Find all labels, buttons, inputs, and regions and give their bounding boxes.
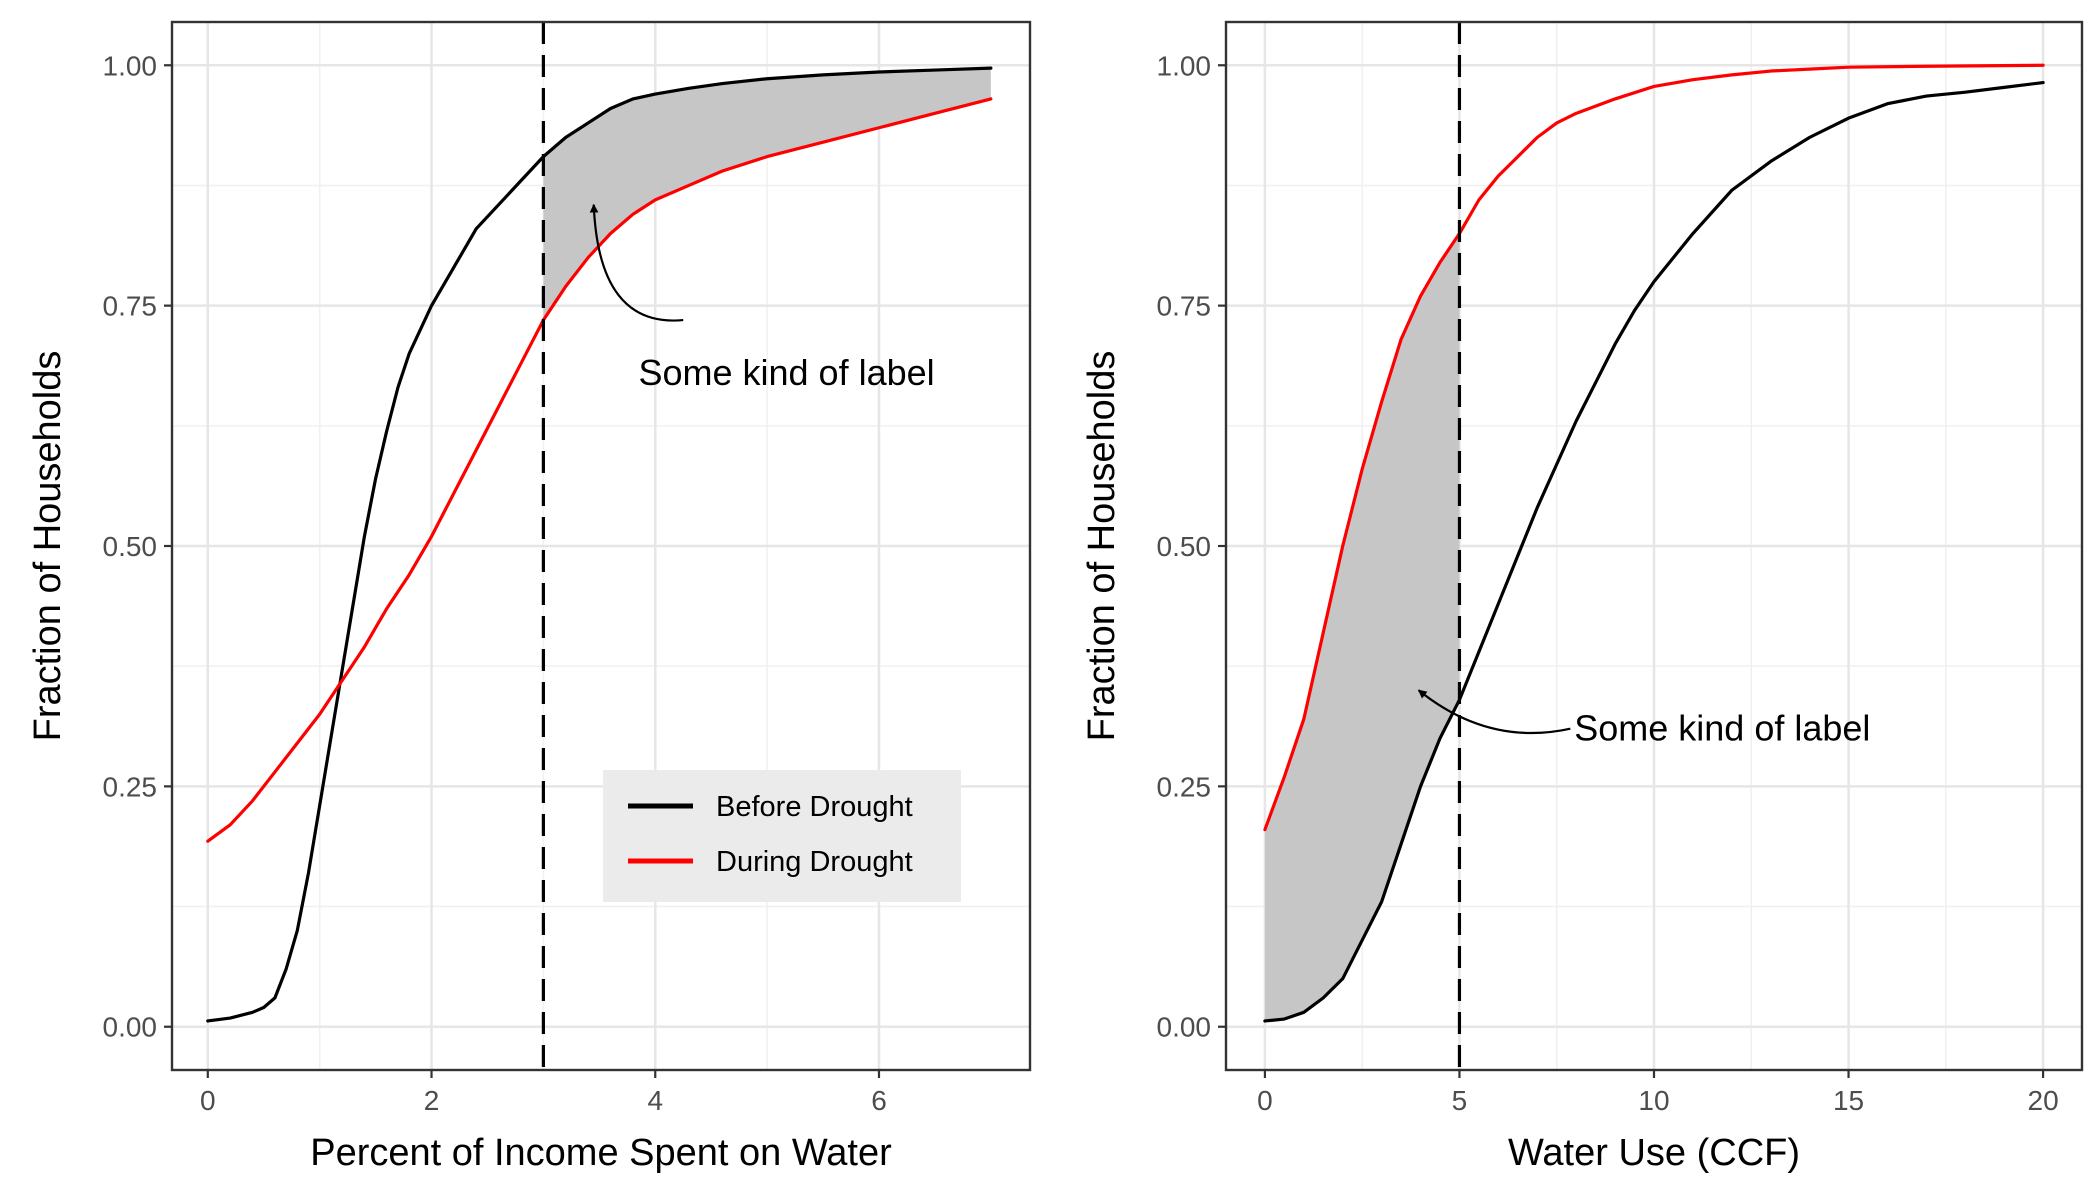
chart-panel-left: Some kind of label 0 2 4 6 0.00 0.25 0.50 0.75 1.… [27,20,1032,1174]
y-tick-label: 1.00 [1157,50,1212,81]
annotation-arrow [589,203,684,322]
x-tick-label: 0 [200,1085,216,1116]
y-axis-title: Fraction of Households [1081,351,1123,742]
x-tick-label: 6 [871,1085,887,1116]
x-tick-label: 2 [424,1085,440,1116]
legend-label-during-drought: During Drought [716,846,913,878]
x-tick-label: 4 [647,1085,663,1116]
annotation-label: Some kind of label [638,352,934,393]
series-line-during-drought [1263,63,2045,832]
annotation-label: Some kind of label [1574,708,1870,749]
series-line-before-drought [206,66,993,1023]
series-line-during-drought [206,97,993,843]
x-tick-label: 10 [1638,1085,1669,1116]
y-tick-label: 0.00 [103,1012,158,1043]
legend-background [603,770,961,902]
shaded-region [543,68,991,321]
x-tick-label: 5 [1452,1085,1468,1116]
x-tick-label: 0 [1257,1085,1273,1116]
y-axis-title: Fraction of Households [27,351,69,742]
legend: Before Drought During Drought [603,770,961,902]
y-tick-label: 0.50 [1157,531,1212,562]
x-tick-label: 20 [2028,1085,2059,1116]
y-tick-label: 0.75 [103,291,158,322]
y-tick-label: 0.25 [103,771,158,802]
x-axis-title: Percent of Income Spent on Water [310,1132,892,1174]
legend-label-before-drought: Before Drought [716,791,913,823]
shaded-region [1264,233,1460,1021]
y-tick-label: 0.75 [1157,291,1212,322]
annotation-arrow [1417,689,1571,735]
chart-panel-right: Some kind of label 0 5 10 15 20 0.00 0.25 0.50 0.… [1081,20,2084,1174]
y-tick-label: 1.00 [103,50,158,81]
x-axis-title: Water Use (CCF) [1508,1132,1800,1174]
y-tick-label: 0.50 [103,531,158,562]
y-tick-label: 0.25 [1157,771,1212,802]
x-tick-label: 15 [1833,1085,1864,1116]
series-line-before-drought [1263,80,2045,1023]
y-tick-label: 0.00 [1157,1012,1212,1043]
